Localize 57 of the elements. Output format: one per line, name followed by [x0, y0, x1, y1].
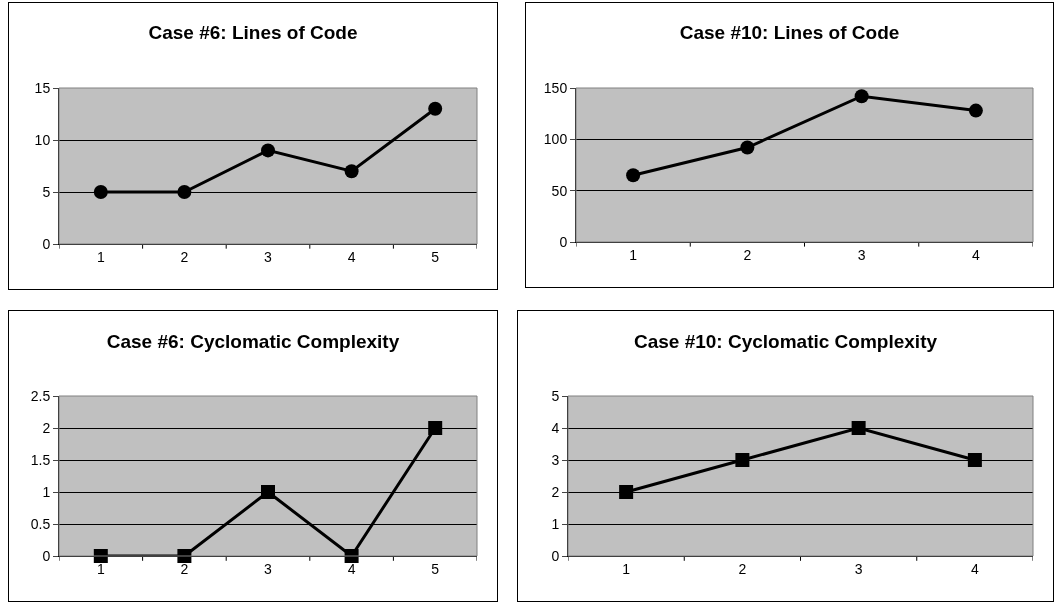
chart-title: Case #10: Lines of Code [679, 22, 900, 44]
point [968, 103, 983, 118]
point [626, 168, 641, 183]
point [735, 453, 750, 467]
point [428, 101, 443, 116]
x-tick-label: 3 [857, 246, 866, 263]
point [851, 421, 866, 435]
y-tick-label: 0 [42, 547, 51, 564]
y-tick-label: 10 [34, 131, 51, 148]
x-tick-label: 2 [180, 560, 189, 577]
y-tick-label: 0 [559, 233, 568, 250]
point [854, 89, 869, 104]
x-tick-label: 1 [96, 560, 105, 577]
y-tick-label: 2 [42, 419, 51, 436]
x-tick-label: 4 [970, 560, 979, 577]
point [740, 140, 755, 155]
point [261, 485, 275, 499]
y-tick-label: 1 [551, 515, 560, 532]
y-tick-label: 5 [551, 387, 560, 404]
y-tick-label: 5 [42, 183, 51, 200]
chart-title: Case #6: Lines of Code [148, 22, 358, 44]
x-tick-label: 4 [347, 560, 356, 577]
point [93, 185, 108, 199]
y-tick-label: 100 [543, 131, 568, 148]
x-tick-label: 2 [180, 248, 189, 265]
x-tick-label: 4 [347, 248, 356, 265]
chart-title: Case #10: Cyclomatic Complexity [633, 330, 938, 352]
y-tick-label: 4 [551, 419, 560, 436]
x-tick-label: 5 [431, 560, 440, 577]
point [177, 185, 192, 199]
x-tick-label: 3 [264, 560, 273, 577]
y-tick-label: 1 [42, 483, 51, 500]
point [619, 485, 634, 499]
y-tick-label: 15 [34, 79, 51, 96]
point [261, 143, 275, 158]
x-tick-label: 3 [264, 248, 273, 265]
x-tick-label: 2 [743, 246, 752, 263]
y-tick-label: 0 [551, 547, 560, 564]
x-tick-label: 1 [96, 248, 105, 265]
y-tick-label: 50 [551, 182, 568, 199]
y-tick-label: 3 [551, 451, 560, 468]
y-tick-label: 1.5 [30, 451, 51, 468]
x-tick-label: 4 [971, 246, 980, 263]
x-tick-label: 1 [629, 246, 638, 263]
point [428, 421, 443, 435]
x-tick-label: 1 [622, 560, 631, 577]
chart-title: Case #6: Cyclomatic Complexity [106, 330, 400, 352]
y-tick-label: 2 [551, 483, 560, 500]
point [967, 453, 982, 467]
point [344, 164, 359, 179]
x-tick-label: 3 [854, 560, 863, 577]
x-tick-label: 2 [738, 560, 747, 577]
x-tick-label: 5 [431, 248, 440, 265]
y-tick-label: 0.5 [30, 515, 51, 532]
y-tick-label: 0 [42, 235, 51, 252]
y-tick-label: 150 [543, 79, 568, 96]
y-tick-label: 2.5 [30, 387, 51, 404]
